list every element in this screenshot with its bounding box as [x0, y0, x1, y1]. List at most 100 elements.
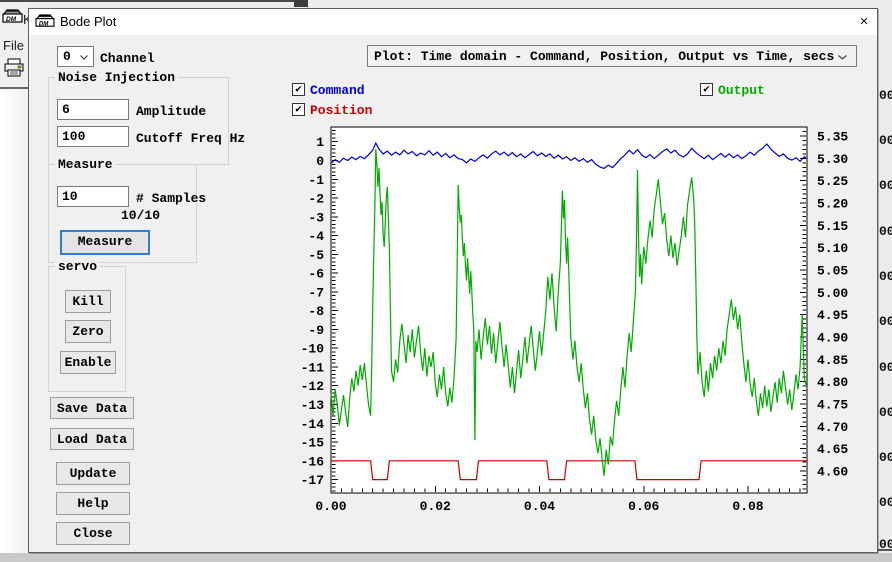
help-button[interactable]: Help [56, 492, 130, 515]
close-icon[interactable]: × [859, 13, 869, 30]
plot-type-value: Plot: Time domain - Command, Position, O… [374, 49, 835, 64]
update-button[interactable]: Update [56, 462, 130, 485]
window-title: Bode Plot [60, 14, 117, 29]
measure-button[interactable]: Measure [60, 230, 150, 255]
dm-app-icon: DM [35, 14, 55, 27]
channel-label: Channel [100, 51, 155, 66]
save-data-button[interactable]: Save Data [50, 397, 134, 419]
printer-icon[interactable] [3, 58, 25, 77]
amplitude-label: Amplitude [136, 104, 207, 119]
svg-text:0.02: 0.02 [420, 499, 451, 514]
background-bottom-strip [0, 553, 892, 562]
background-right-text: 00 [879, 495, 892, 510]
svg-text:-17: -17 [301, 473, 324, 488]
samples-label: # Samples [136, 191, 207, 206]
menu-file[interactable]: File [3, 38, 24, 53]
svg-text:4.90: 4.90 [817, 331, 848, 346]
load-data-button[interactable]: Load Data [50, 428, 134, 450]
svg-text:-9: -9 [308, 323, 324, 338]
background-right-text: 00 [879, 178, 892, 193]
svg-text:-13: -13 [301, 398, 325, 413]
command-checkbox[interactable]: ✔ [292, 83, 305, 96]
position-checkbox-label: Position [310, 103, 373, 118]
position-checkbox[interactable]: ✔ [292, 103, 305, 116]
bode-plot-window: DM Bode Plot × 0 Channel Plot: Time doma… [28, 8, 878, 553]
svg-text:4.70: 4.70 [817, 420, 848, 435]
measure-group: Measure [48, 157, 197, 263]
svg-text:4.60: 4.60 [817, 465, 848, 480]
svg-text:-12: -12 [301, 379, 325, 394]
plot-type-select[interactable]: Plot: Time domain - Command, Position, O… [367, 45, 857, 67]
chevron-down-icon [838, 55, 847, 60]
svg-text:-15: -15 [301, 436, 325, 451]
zero-button[interactable]: Zero [65, 320, 111, 343]
time-domain-plot: 1 0 -1 -2 -3 -4 -5 -6 -7 -8 -9 -10 -11 -12 -13 -14 -15 -1… [301, 126, 848, 514]
svg-text:-10: -10 [301, 342, 325, 357]
cutoff-freq-label: Cutoff Freq Hz [136, 131, 246, 146]
measure-progress: 10/10 [121, 208, 161, 223]
svg-text:4.85: 4.85 [817, 353, 848, 368]
output-checkbox-label: Output [718, 83, 765, 98]
svg-text:-3: -3 [308, 210, 324, 225]
svg-text:5.35: 5.35 [817, 130, 848, 145]
close-button[interactable]: Close [56, 522, 130, 545]
amplitude-field[interactable]: 6 [57, 99, 129, 120]
background-right-text: 00 [879, 269, 892, 284]
svg-text:DM: DM [6, 16, 17, 23]
titlebar[interactable]: DM Bode Plot × [29, 9, 877, 35]
servo-title: servo [55, 259, 101, 274]
series-position [331, 460, 807, 481]
servo-group: servo [48, 259, 126, 392]
svg-text:0.06: 0.06 [628, 499, 659, 514]
background-right-text: 00 [879, 450, 892, 465]
background-top-edge [0, 0, 308, 2]
svg-text:0.08: 0.08 [732, 499, 763, 514]
noise-injection-group: Noise Injection [48, 70, 229, 165]
svg-text:5.30: 5.30 [817, 152, 848, 167]
svg-text:5.20: 5.20 [817, 197, 848, 212]
svg-text:4.80: 4.80 [817, 375, 848, 390]
background-window-right: 00 00 00 00 00 00 00 00 00 00 00 [878, 0, 892, 562]
svg-text:-8: -8 [308, 304, 324, 319]
series-command [330, 141, 807, 170]
svg-text:0.04: 0.04 [524, 499, 555, 514]
background-right-text: 00 [879, 537, 892, 552]
svg-text:5.00: 5.00 [817, 286, 848, 301]
enable-button[interactable]: Enable [60, 351, 116, 374]
background-window-title: K [23, 12, 28, 27]
svg-text:-7: -7 [308, 285, 324, 300]
svg-text:5.05: 5.05 [817, 264, 848, 279]
channel-value: 0 [63, 49, 71, 64]
svg-text:5.25: 5.25 [817, 174, 848, 189]
svg-text:-5: -5 [308, 248, 324, 263]
background-right-text: 00 [879, 133, 892, 148]
channel-select[interactable]: 0 [57, 46, 94, 67]
background-right-divider [878, 549, 892, 551]
svg-text:4.75: 4.75 [817, 398, 848, 413]
chevron-down-icon [80, 55, 88, 60]
svg-text:-4: -4 [308, 229, 324, 244]
svg-text:-16: -16 [301, 454, 325, 469]
kill-button[interactable]: Kill [65, 290, 111, 313]
svg-text:5.10: 5.10 [817, 241, 848, 256]
svg-text:0: 0 [316, 154, 324, 169]
measure-title: Measure [55, 157, 116, 172]
output-checkbox[interactable]: ✔ [700, 83, 713, 96]
svg-text:-11: -11 [301, 360, 325, 375]
svg-text:1: 1 [316, 135, 324, 150]
background-window-left: DM K File [0, 0, 28, 562]
background-right-text: 00 [879, 314, 892, 329]
svg-text:-14: -14 [301, 417, 325, 432]
svg-text:0.00: 0.00 [315, 499, 346, 514]
background-window-content [0, 89, 28, 562]
svg-text:5.15: 5.15 [817, 219, 848, 234]
svg-text:DM: DM [39, 20, 49, 27]
samples-field[interactable]: 10 [57, 186, 129, 207]
command-checkbox-label: Command [310, 83, 365, 98]
cutoff-freq-field[interactable]: 100 [57, 126, 129, 147]
background-right-text: 00 [879, 224, 892, 239]
noise-injection-title: Noise Injection [55, 70, 179, 85]
toolbar-separator [0, 87, 28, 89]
svg-text:-6: -6 [308, 267, 324, 282]
